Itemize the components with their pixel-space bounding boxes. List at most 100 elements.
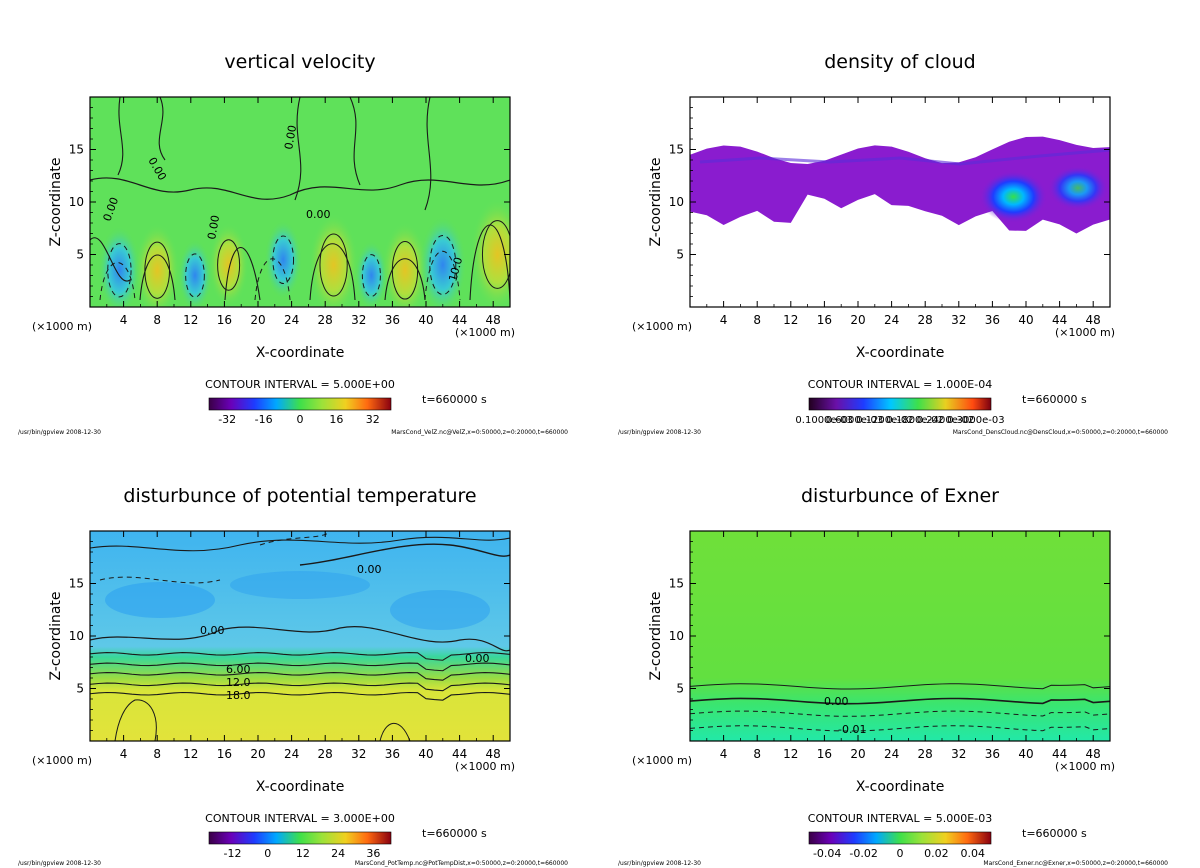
plot-area: [690, 531, 1110, 741]
contour-label: 0.00: [306, 208, 331, 221]
y-axis-label: Z-coordinate: [48, 157, 64, 246]
colorbar: [808, 397, 992, 411]
updraft-cell: [208, 223, 249, 307]
colorbar-tick-label: 24: [331, 847, 345, 860]
x-tick-label: 32: [351, 747, 366, 761]
x-tick-label: 44: [1052, 747, 1067, 761]
x-tick-label: 20: [850, 747, 865, 761]
x-tick-label: 48: [486, 313, 501, 327]
colorbar-tick-label: 0: [264, 847, 271, 860]
colorbar: [808, 831, 992, 845]
x-tick-label: 28: [918, 747, 933, 761]
x-tick-label: 20: [250, 313, 265, 327]
panel-density-of-cloud: density of cloud 4 8 12 16 20 24 28 32 36 40 44 485…: [618, 51, 1168, 436]
y-tick-label: 10: [669, 629, 684, 643]
colorbar-tick-label: 0: [897, 847, 904, 860]
colorbar-tick-label: -16: [255, 413, 273, 426]
isotherm-line: [90, 652, 510, 661]
x-tick-label: 20: [250, 747, 265, 761]
y-tick-label: 15: [69, 577, 84, 591]
contour-interval: CONTOUR INTERVAL = 3.000E+00: [205, 812, 395, 825]
x-tick-label: 16: [217, 747, 232, 761]
cloud-streak: [699, 148, 1110, 166]
colorbar-tick-label: 36: [366, 847, 380, 860]
x-tick-label: 8: [753, 747, 761, 761]
x-tick-label: 44: [452, 313, 467, 327]
cell-contour: [481, 220, 510, 289]
colorbar-tick-label: -0.04: [813, 847, 841, 860]
x-tick-label: 44: [1052, 313, 1067, 327]
y-tick-label: 10: [69, 195, 84, 209]
x-tick-label: 32: [951, 747, 966, 761]
cell-contour: [217, 239, 241, 291]
colorbar-tick-label: 16: [329, 413, 343, 426]
contour-line: [99, 251, 461, 301]
contour-line: [90, 536, 510, 552]
x-tick-label: 12: [183, 313, 198, 327]
x-tick-label: 16: [217, 313, 232, 327]
x-unit-left: (×1000 m): [632, 320, 692, 333]
contour-line: [114, 699, 411, 741]
x-unit-left: (×1000 m): [632, 754, 692, 767]
x-tick-label: 24: [884, 313, 899, 327]
cell-contour: [107, 243, 132, 298]
footer-left: /usr/bin/gpview 2008-12-30: [618, 860, 701, 867]
isotherm-line: [90, 662, 510, 672]
x-tick-label: 24: [884, 747, 899, 761]
x-tick-label: 28: [318, 313, 333, 327]
time-label: t=660000 s: [1022, 393, 1087, 406]
y-axis-label: Z-coordinate: [48, 591, 64, 680]
colorbar-tick-label: 0.6000e-03: [826, 415, 883, 426]
panel-potential-temperature: disturbunce of potential temperature 0.0…: [18, 485, 568, 867]
footer-right: MarsCond_Exner.nc@Exner,x=0:50000,z=0:20…: [983, 860, 1168, 867]
contour-label: 12.0: [226, 676, 251, 689]
updraft-cell: [382, 222, 428, 307]
x-tick-label: 12: [783, 747, 798, 761]
y-tick-label: 5: [76, 248, 84, 262]
y-axis-label: Z-coordinate: [648, 591, 664, 680]
colorbar-tick-label: 0.02: [924, 847, 949, 860]
downdraft-cell: [419, 215, 467, 307]
isotherm-line: [90, 691, 510, 701]
field-background: [90, 531, 510, 741]
contour-label: 0.00: [357, 563, 382, 576]
chart-title: vertical velocity: [224, 51, 375, 73]
contour-label: 0.00: [282, 124, 299, 150]
cloud-core-secondary: [1048, 166, 1108, 210]
cold-patch: [230, 571, 370, 599]
colorbar-tick-label: 0.3000e-03: [947, 415, 1004, 426]
x-tick-label: 28: [318, 747, 333, 761]
cell-contour: [185, 253, 205, 298]
x-unit-right: (×1000 m): [455, 326, 515, 339]
cold-patch: [390, 590, 490, 630]
chart-title: disturbunce of potential temperature: [123, 485, 476, 507]
x-tick-label: 48: [1086, 747, 1101, 761]
chart-title: density of cloud: [824, 51, 976, 73]
x-tick-label: 32: [951, 313, 966, 327]
chart-title: disturbunce of Exner: [801, 485, 999, 507]
x-tick-label: 36: [985, 313, 1000, 327]
footer-left: /usr/bin/gpview 2008-12-30: [18, 429, 101, 436]
velocity-cells: [98, 198, 510, 307]
colorbar-tick-label: 0.04: [961, 847, 986, 860]
x-tick-label: 12: [783, 313, 798, 327]
cell-contour: [272, 235, 295, 285]
x-tick-label: 16: [817, 313, 832, 327]
x-tick-label: 36: [385, 747, 400, 761]
plot-area: [90, 531, 510, 741]
x-tick-label: 28: [918, 313, 933, 327]
cold-patch: [105, 582, 215, 618]
contour-label: 6.00: [226, 663, 251, 676]
x-unit-right: (×1000 m): [1055, 326, 1115, 339]
x-tick-label: 4: [120, 747, 128, 761]
x-tick-label: 16: [817, 747, 832, 761]
contour-label: 18.0: [226, 689, 251, 702]
y-tick-label: 5: [676, 682, 684, 696]
colorbar-tick-label: 12: [296, 847, 310, 860]
contour-labels: 0.00 -0.01: [824, 695, 866, 736]
x-unit-left: (×1000 m): [32, 320, 92, 333]
contour-line: [90, 177, 510, 200]
x-tick-label: 4: [720, 313, 728, 327]
cloud-dense-core: [979, 170, 1048, 223]
downdraft-cell: [98, 225, 141, 307]
